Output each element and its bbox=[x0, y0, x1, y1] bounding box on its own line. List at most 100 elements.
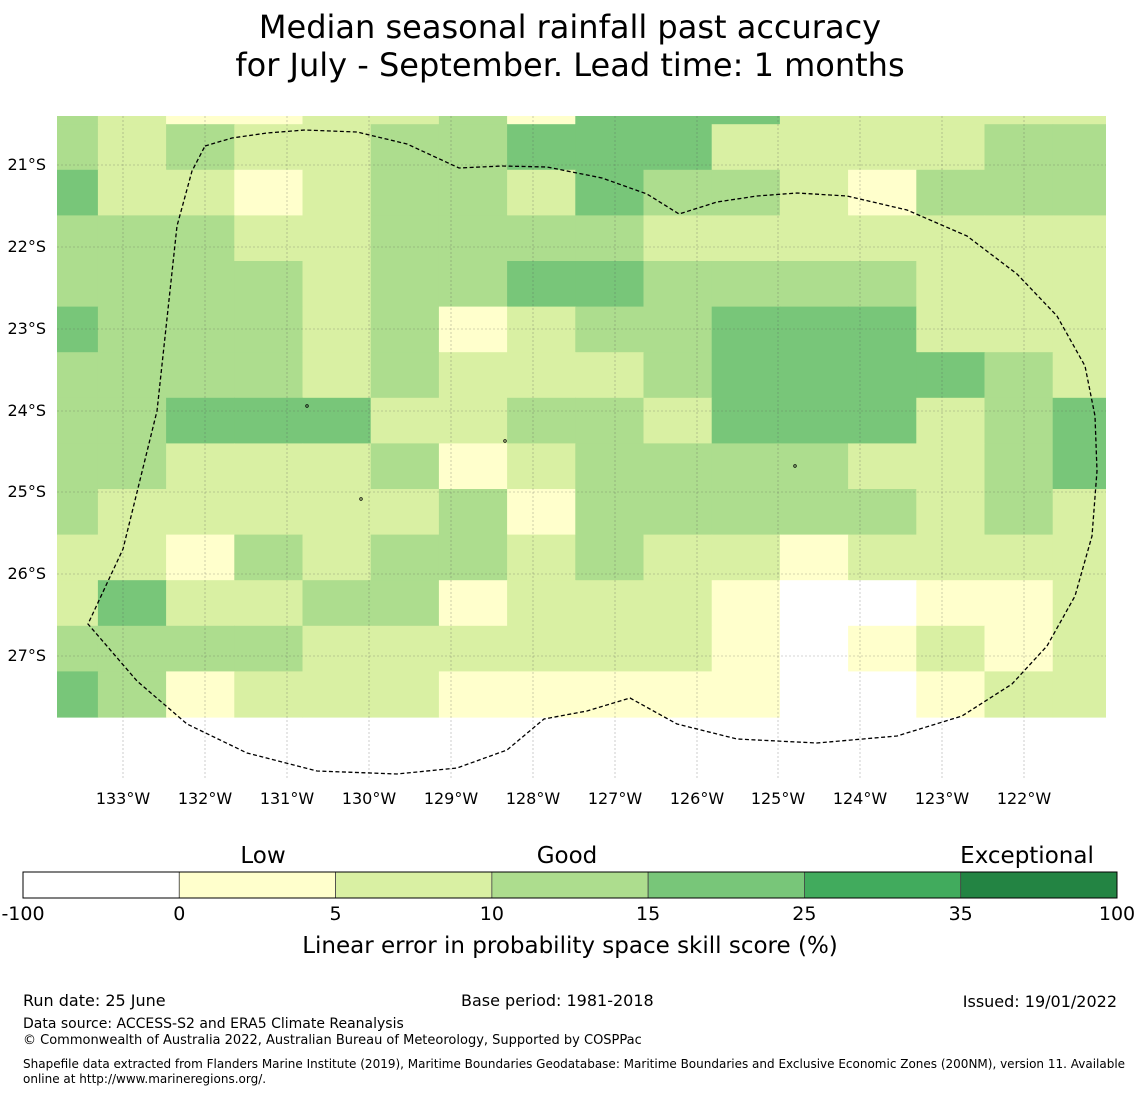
island-marker bbox=[305, 404, 309, 408]
grid-cell bbox=[97, 534, 167, 581]
grid-cell bbox=[57, 671, 99, 718]
grid-cell bbox=[507, 397, 576, 444]
grid-cell bbox=[166, 124, 235, 171]
grid-cell bbox=[302, 625, 372, 672]
latitude-label: 23°S bbox=[7, 319, 46, 338]
longitude-label: 126°W bbox=[669, 789, 725, 808]
grid-cell bbox=[984, 169, 1054, 216]
latitude-label: 22°S bbox=[7, 237, 46, 256]
grid-cell bbox=[166, 443, 235, 490]
grid-cell bbox=[57, 215, 99, 262]
grid-cell bbox=[848, 443, 917, 490]
map-grid-svg bbox=[57, 116, 1106, 780]
grid-cell bbox=[57, 625, 99, 672]
copyright: © Commonwealth of Australia 2022, Austra… bbox=[23, 1033, 642, 1048]
grid-cell bbox=[984, 306, 1054, 353]
colorbar-tick-label: -100 bbox=[1, 903, 45, 925]
grid-cell bbox=[984, 397, 1054, 444]
grid-cell bbox=[302, 489, 372, 536]
grid-cell bbox=[1052, 489, 1106, 536]
colorbar-tick-label: 100 bbox=[1098, 903, 1136, 925]
grid-cell bbox=[57, 397, 99, 444]
grid-cell bbox=[438, 124, 508, 171]
grid-cell bbox=[97, 443, 167, 490]
longitude-label: 131°W bbox=[259, 789, 315, 808]
grid-cell bbox=[302, 580, 372, 627]
grid-cell bbox=[1052, 671, 1106, 718]
grid-cell bbox=[234, 489, 304, 536]
grid-cell bbox=[984, 352, 1054, 399]
island-marker bbox=[793, 464, 797, 468]
base-period: Base period: 1981-2018 bbox=[461, 991, 654, 1010]
grid-cell bbox=[643, 306, 713, 353]
grid-cell bbox=[779, 124, 849, 171]
grid-cell bbox=[711, 215, 781, 262]
colorbar-tick-label: 5 bbox=[329, 903, 342, 925]
grid-cell bbox=[97, 397, 167, 444]
grid-cell bbox=[166, 215, 235, 262]
grid-cell bbox=[1052, 261, 1106, 308]
grid-cell bbox=[643, 625, 713, 672]
grid-cell bbox=[984, 580, 1054, 627]
grid-cell bbox=[916, 580, 986, 627]
grid-cell bbox=[57, 534, 99, 581]
colorbar-label: Linear error in probability space skill … bbox=[302, 933, 838, 959]
grid-cell bbox=[779, 397, 849, 444]
grid-cell bbox=[643, 215, 713, 262]
longitude-label: 125°W bbox=[750, 789, 806, 808]
grid-cell bbox=[916, 261, 986, 308]
grid-cell bbox=[1052, 397, 1106, 444]
longitude-label: 129°W bbox=[423, 789, 479, 808]
island-marker bbox=[503, 439, 507, 443]
grid-cell bbox=[302, 397, 372, 444]
grid-cell bbox=[711, 671, 781, 718]
grid-cell bbox=[984, 671, 1054, 718]
grid-cell bbox=[507, 489, 576, 536]
grid-cell bbox=[916, 443, 986, 490]
category-exceptional-label: Exceptional bbox=[960, 843, 1094, 869]
grid-cell bbox=[711, 443, 781, 490]
grid-cell bbox=[166, 352, 235, 399]
grid-cell bbox=[575, 215, 645, 262]
grid-cell bbox=[507, 261, 576, 308]
grid-cell bbox=[1052, 443, 1106, 490]
grid-cell bbox=[57, 352, 99, 399]
grid-cell bbox=[779, 443, 849, 490]
grid-cell bbox=[643, 261, 713, 308]
grid-cell bbox=[302, 169, 372, 216]
grid-cell bbox=[1052, 625, 1106, 672]
grid-cell bbox=[916, 306, 986, 353]
grid-cell bbox=[97, 169, 167, 216]
grid-cell bbox=[370, 116, 440, 125]
grid-cell bbox=[507, 306, 576, 353]
grid-cell bbox=[1052, 169, 1106, 216]
grid-cell bbox=[916, 116, 986, 125]
longitude-label: 127°W bbox=[587, 789, 643, 808]
grid-cell bbox=[302, 116, 372, 125]
grid-cell bbox=[916, 489, 986, 536]
map-title-line-1: Median seasonal rainfall past accuracy bbox=[258, 8, 882, 46]
grid-cell bbox=[507, 352, 576, 399]
grid-cell bbox=[97, 625, 167, 672]
grid-cell bbox=[848, 169, 917, 216]
grid-cell bbox=[711, 169, 781, 216]
grid-cell bbox=[234, 625, 304, 672]
grid-cell bbox=[97, 215, 167, 262]
grid-cell bbox=[507, 534, 576, 581]
grid-cell bbox=[711, 397, 781, 444]
grid-cell bbox=[370, 261, 440, 308]
grid-cell bbox=[507, 625, 576, 672]
grid-cell bbox=[848, 534, 917, 581]
map-title-line-2: for July - September. Lead time: 1 month… bbox=[235, 46, 905, 84]
grid-cell bbox=[916, 352, 986, 399]
data-source: Data source: ACCESS-S2 and ERA5 Climate … bbox=[23, 1016, 404, 1032]
colorbar-outline bbox=[22, 871, 1118, 899]
grid-cell bbox=[302, 306, 372, 353]
grid-cell bbox=[984, 261, 1054, 308]
grid-cell bbox=[1052, 534, 1106, 581]
latitude-label: 24°S bbox=[7, 401, 46, 420]
grid-cell bbox=[643, 397, 713, 444]
grid-cell bbox=[916, 397, 986, 444]
grid-cell bbox=[711, 534, 781, 581]
grid-cell bbox=[916, 169, 986, 216]
